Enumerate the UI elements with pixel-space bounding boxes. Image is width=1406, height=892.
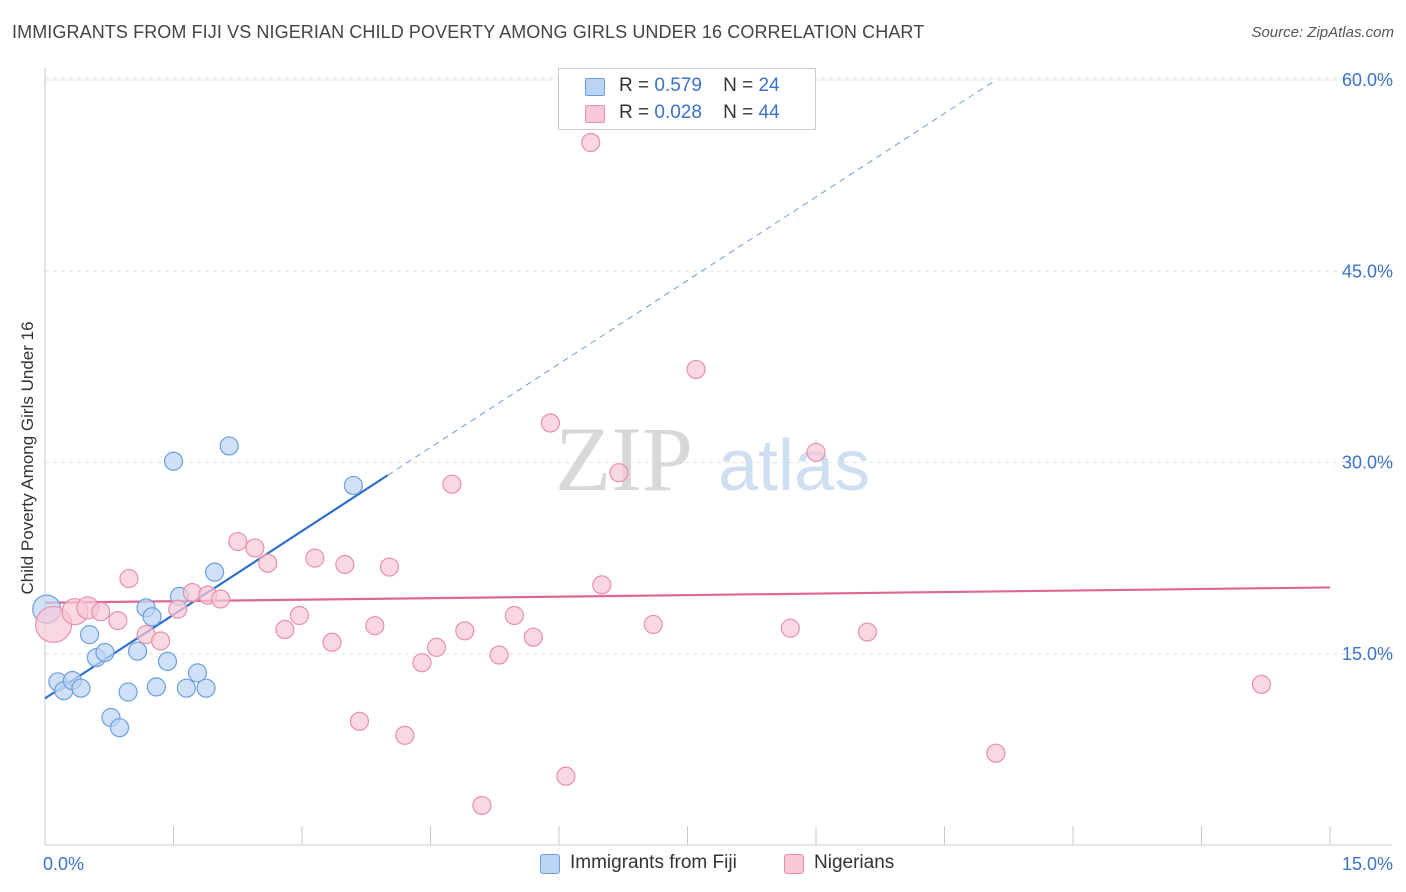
fiji-r-value: 0.579 xyxy=(654,75,702,96)
nigerians-n-label: N = xyxy=(723,102,754,123)
point-1-13 xyxy=(245,538,265,558)
point-1-30 xyxy=(504,605,525,626)
point-0-22 xyxy=(219,436,239,456)
legend-nigerians-label: Nigerians xyxy=(814,852,895,873)
point-1-7 xyxy=(151,631,171,651)
point-0-15 xyxy=(157,651,178,672)
fiji-n-label: N = xyxy=(723,75,754,96)
nigerians-r-label: R = xyxy=(619,102,650,123)
point-1-8 xyxy=(168,599,188,619)
legend-fiji-swatch xyxy=(540,854,560,874)
point-0-14 xyxy=(146,677,166,697)
nigerians-r-value: 0.028 xyxy=(654,102,702,123)
point-1-15 xyxy=(275,619,295,640)
fiji-r-label: R = xyxy=(619,75,650,96)
point-1-34 xyxy=(581,132,601,153)
nigerians-swatch xyxy=(585,105,605,123)
point-1-25 xyxy=(426,637,447,657)
point-1-27 xyxy=(455,621,475,641)
point-1-37 xyxy=(643,614,663,635)
point-1-18 xyxy=(322,632,342,652)
chart-title: IMMIGRANTS FROM FIJI VS NIGERIAN CHILD P… xyxy=(12,22,925,42)
legend-nigerians-swatch xyxy=(784,854,804,874)
fiji-swatch xyxy=(585,78,605,96)
tick-labels: 15.0% 30.0% 45.0% 60.0% 0.0% 15.0% xyxy=(43,70,1393,874)
point-1-23 xyxy=(395,725,415,745)
point-1-33 xyxy=(556,766,576,786)
fiji-n-value: 24 xyxy=(758,75,780,96)
point-1-28 xyxy=(472,795,492,816)
x-tick-label-1: 15.0% xyxy=(1342,854,1393,874)
source-label: Source: ZipAtlas.com xyxy=(1251,24,1394,41)
point-1-40 xyxy=(806,442,826,462)
point-1-12 xyxy=(228,531,248,552)
point-1-32 xyxy=(540,413,561,433)
point-1-14 xyxy=(258,553,278,573)
point-0-16 xyxy=(163,451,184,471)
point-0-19 xyxy=(187,663,208,683)
watermark-zip: ZIP xyxy=(555,408,693,510)
stats-legend: R = 0.579 N = 24 R = 0.028 N = 44 xyxy=(558,68,816,130)
point-1-39 xyxy=(780,618,800,638)
watermark-atlas: atlas xyxy=(718,426,870,506)
point-1-31 xyxy=(523,627,543,647)
point-1-35 xyxy=(592,575,612,595)
point-1-20 xyxy=(349,711,369,731)
point-0-11 xyxy=(127,641,148,661)
point-1-26 xyxy=(442,474,462,494)
point-1-16 xyxy=(289,605,310,626)
point-1-21 xyxy=(365,616,385,636)
point-0-20 xyxy=(196,678,216,698)
point-1-43 xyxy=(1251,674,1272,694)
point-1-24 xyxy=(412,653,432,673)
point-1-19 xyxy=(335,554,355,575)
point-1-42 xyxy=(986,743,1006,763)
point-1-3 xyxy=(91,602,111,622)
point-0-18 xyxy=(176,678,196,698)
point-1-17 xyxy=(305,548,325,568)
point-0-21 xyxy=(205,562,225,582)
point-1-22 xyxy=(379,557,399,577)
point-1-5 xyxy=(119,568,139,589)
y-tick-label-3: 60.0% xyxy=(1342,70,1393,90)
point-0-4 xyxy=(71,678,91,698)
point-0-13 xyxy=(142,607,162,627)
point-0-10 xyxy=(118,682,138,702)
point-0-7 xyxy=(95,642,115,663)
y-tick-label-0: 15.0% xyxy=(1342,644,1393,664)
watermark: ZIP atlas xyxy=(555,408,870,510)
point-1-29 xyxy=(489,645,509,665)
point-1-36 xyxy=(609,463,629,483)
point-1-4 xyxy=(108,610,128,631)
data-points xyxy=(32,132,1272,816)
y-tick-label-2: 45.0% xyxy=(1342,261,1393,281)
point-1-41 xyxy=(857,622,878,642)
trend-line-1 xyxy=(44,586,1331,604)
point-0-9 xyxy=(109,718,130,738)
trend-lines xyxy=(44,79,1331,700)
x-tick-label-0: 0.0% xyxy=(43,854,84,874)
point-0-23 xyxy=(343,475,363,496)
legend-fiji-label: Immigrants from Fiji xyxy=(570,852,737,873)
y-tick-label-1: 30.0% xyxy=(1342,453,1393,473)
point-0-5 xyxy=(79,625,100,645)
axes xyxy=(44,68,1392,846)
nigerians-n-value: 44 xyxy=(758,102,780,123)
point-1-38 xyxy=(686,359,706,380)
point-1-11 xyxy=(211,589,231,609)
